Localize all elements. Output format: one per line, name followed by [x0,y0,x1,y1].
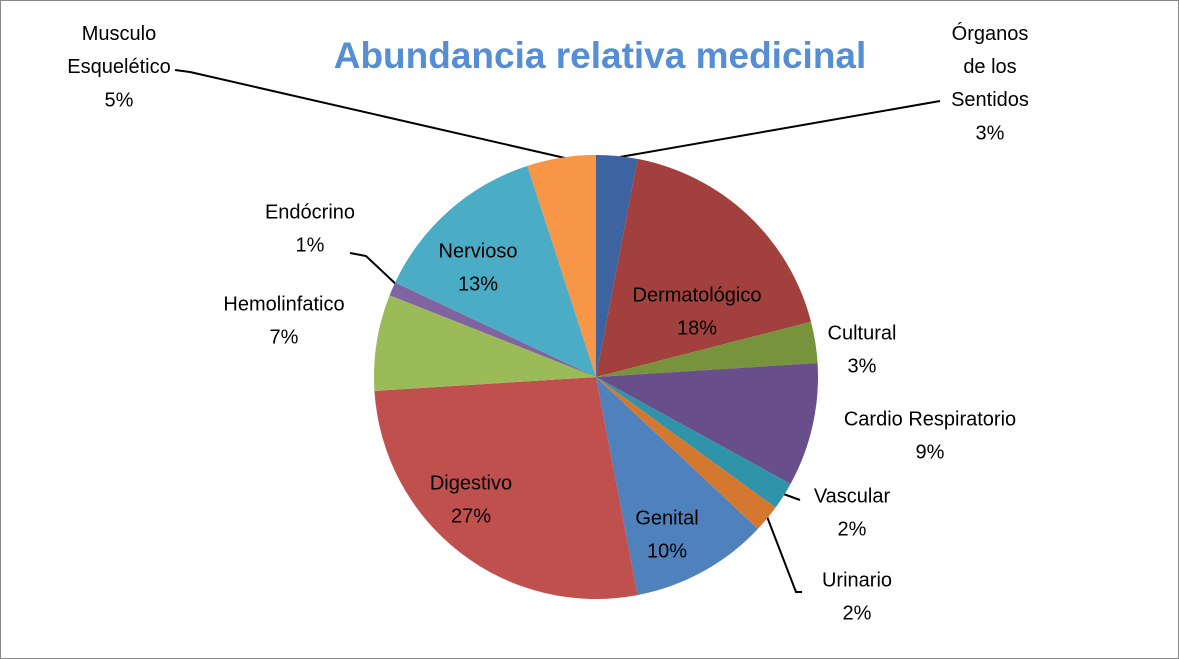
slice-label: Cultural [828,322,897,344]
slice-value-label: 9% [916,441,945,463]
slice-value-label: 5% [105,89,134,111]
slice-value-label: 13% [458,273,498,295]
slice-label: Hemolinfatico [223,293,344,315]
pie-slice [389,282,596,377]
pie-slice [596,363,818,484]
pie-slice [374,295,596,391]
slice-value-label: 10% [647,540,687,562]
pie-slice [395,165,596,377]
slice-value-label: 7% [270,326,299,348]
slice-value-label: 3% [976,122,1005,144]
pie-slice [596,377,791,508]
slice-label: Vascular [814,485,891,507]
pie-slice [596,321,818,377]
slice-label: Dermatológico [633,284,762,306]
slice-value-label: 2% [838,518,867,540]
slice-value-label: 27% [451,505,491,527]
slice-label: Urinario [822,569,892,591]
slice-label: Genital [635,507,698,529]
leader-line [349,252,400,288]
slice-value-label: 18% [677,317,717,339]
slice-value-label: 3% [848,355,877,377]
pie-slice [596,158,812,377]
leader-line [619,100,941,158]
slice-value-label: 1% [296,234,325,256]
pie-slice [596,377,776,529]
chart-title: Abundancia relativa medicinal [334,35,867,76]
leader-line [765,513,802,593]
slice-label: Musculo Esquelético [67,23,170,78]
leader-line [174,69,566,159]
slice-value-label: 2% [843,602,872,624]
slice-label: Cardio Respiratorio [844,408,1016,430]
pie-slice [596,377,758,596]
slice-label: Digestivo [430,472,512,494]
pie-slice [374,377,638,599]
slice-label: Nervioso [439,240,518,262]
pie-slice [527,155,596,377]
slice-label: Órganos de los Sentidos [951,22,1029,111]
slice-label: Endócrino [265,201,355,223]
pie-slice [596,155,638,377]
